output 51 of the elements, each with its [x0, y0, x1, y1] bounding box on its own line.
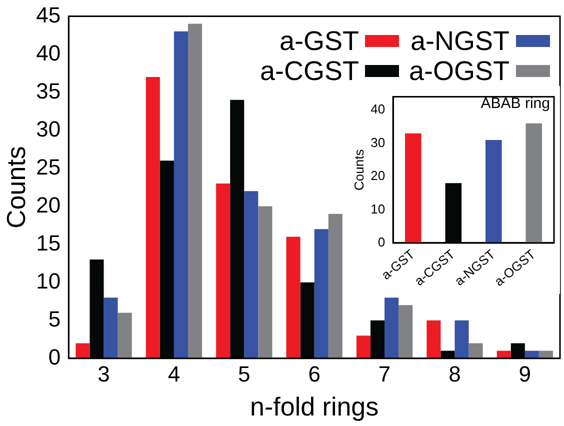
bar — [356, 336, 370, 358]
x-axis-title: n-fold rings — [250, 392, 379, 422]
y-tick-label: 0 — [48, 344, 61, 370]
bar — [216, 184, 230, 358]
y-tick-label: 40 — [36, 40, 61, 66]
legend-label: a-CGST — [260, 56, 360, 86]
x-tick-label: 3 — [98, 362, 110, 387]
y-axis-title: Counts — [0, 146, 31, 228]
y-tick-label: 20 — [36, 192, 61, 218]
legend-label: a-OGST — [409, 56, 510, 86]
y-tick-label: 30 — [370, 134, 386, 150]
bar — [104, 298, 118, 358]
x-tick-label: 7 — [378, 362, 391, 387]
y-tick-label: 10 — [36, 268, 61, 294]
y-tick-label: 10 — [370, 201, 386, 216]
bar — [468, 343, 483, 358]
y-tick-label: 40 — [370, 102, 386, 117]
y-tick-label: 0 — [378, 234, 386, 250]
x-tick-label: 4 — [168, 362, 180, 387]
y-tick-label: 30 — [36, 116, 61, 142]
annotation: ABAB ring — [480, 95, 550, 112]
y-tick-label: 20 — [370, 168, 386, 184]
y-tick-label: 15 — [36, 230, 61, 256]
y-tick-label: 25 — [36, 154, 61, 180]
bar — [286, 236, 300, 358]
x-tick-label: 6 — [308, 362, 320, 387]
bar — [426, 320, 441, 358]
bar — [405, 133, 422, 243]
bar — [454, 320, 469, 358]
y-tick-label: 5 — [48, 306, 61, 332]
bar — [118, 312, 132, 358]
bar — [328, 214, 342, 358]
bar — [76, 343, 90, 358]
y-tick-label: 35 — [36, 78, 61, 104]
bar — [174, 31, 188, 358]
bar — [146, 77, 160, 358]
bar — [314, 229, 328, 358]
bar — [384, 298, 399, 358]
y-axis-title: Counts — [351, 148, 366, 190]
bar — [486, 140, 502, 243]
bar — [526, 123, 542, 243]
x-tick-label: 5 — [238, 362, 250, 387]
bar — [258, 206, 272, 358]
legend-label: a-GST — [280, 26, 360, 56]
bar — [188, 24, 202, 358]
x-tick-label: 8 — [448, 362, 461, 387]
y-tick-label: 45 — [36, 2, 61, 28]
bar — [398, 305, 413, 358]
legend-label: a-NGST — [410, 26, 510, 56]
bar — [244, 191, 258, 358]
x-tick-label: 9 — [518, 362, 532, 387]
